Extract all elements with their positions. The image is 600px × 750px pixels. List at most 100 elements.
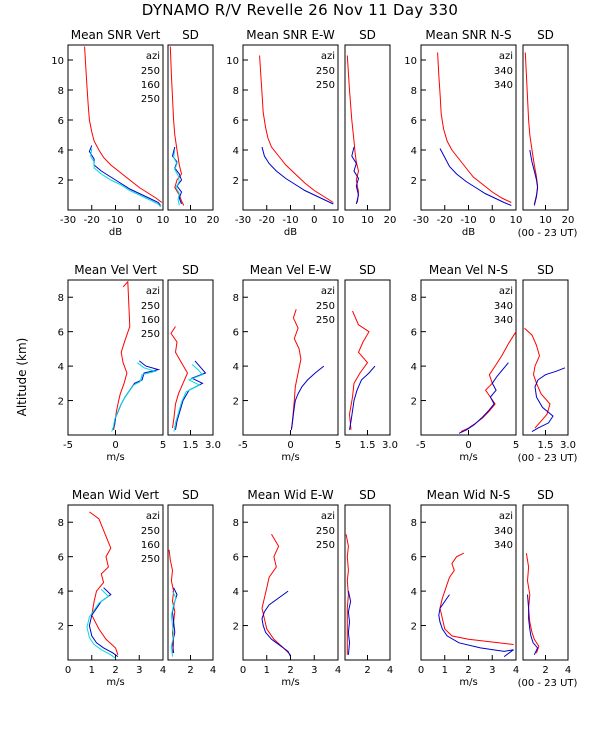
panel-1: Mean SNR Vert -30 -20 -10 0 10 2 4 6 8 10 dB azi 250 1… [51,28,169,238]
series-line-blue [349,365,376,430]
x-tick-label: 10 [510,215,523,226]
y-tick-label: 4 [233,146,239,157]
x-tick-label: 1 [264,665,270,676]
y-tick-label: 10 [404,56,417,67]
x-tick-label: 10 [361,215,374,226]
panel-frame [167,44,214,211]
y-tick-label: 2 [411,397,417,408]
legend-heading: azi [321,51,335,62]
legend-heading: azi [321,511,335,522]
legend-entry: 340 [494,540,513,551]
legend-heading: azi [499,51,513,62]
panel-title: SD [359,263,376,277]
y-tick-label: 2 [411,622,417,633]
y-tick-label: 6 [58,553,64,564]
panel-5: Mean SNR N-S -30 -20 -10 0 10 2 4 6 8 10 dB azi 340 34… [404,28,522,238]
legend-entry: 250 [141,94,160,105]
y-tick-label: 10 [226,56,239,67]
series-line-cyan [170,590,177,657]
x-tick-label: 3 [311,665,317,676]
x-tick-label: 4 [565,665,571,676]
y-tick-label: 6 [411,553,417,564]
series-line-red [524,52,539,205]
y-tick-label: 6 [58,116,64,127]
x-axis-label: dB [284,227,297,238]
x-tick-label: 20 [562,215,575,226]
x-tick-label: 4 [160,665,166,676]
y-tick-label: 4 [58,146,64,157]
panel-title: Mean Vel E-W [250,263,332,277]
y-tick-label: 2 [411,176,417,187]
x-tick-label: 0 [287,440,293,451]
panel-frame [344,504,391,661]
x-tick-label: 3.0 [560,440,576,451]
panel-6: SD 10 20 (00 - 23 UT) [518,28,578,239]
panel-title: Mean SNR Vert [71,28,161,42]
x-tick-label: 4 [210,665,216,676]
x-tick-label: 5 [160,440,166,451]
y-tick-label: 8 [58,86,64,97]
legend-entry: 250 [141,66,160,77]
x-tick-label: -20 [437,215,453,226]
series-line-blue [529,149,539,206]
x-tick-label: 10 [539,215,552,226]
panel-18: SD 2 4 (00 - 23 UT) [518,488,578,689]
series-line-blue [261,590,291,657]
panel-frame [344,279,391,436]
y-tick-label: 8 [233,518,239,529]
y-tick-label: 2 [58,622,64,633]
x-tick-label: 2 [112,665,118,676]
x-tick-label: -30 [60,215,76,226]
panel-7: Mean Vel Vert -5 0 5 2 4 6 8 m/s azi 250 160 250 [58,263,167,463]
panel-frame [522,279,569,436]
x-tick-label: 3 [489,665,495,676]
series-line-red [84,46,163,203]
panel-13: Mean Wid Vert 0 1 2 3 4 2 4 6 8 m/s azi 250 160 250 [58,488,167,688]
legend-entry: 250 [316,66,335,77]
series-line-red [525,553,540,654]
series-line-cyan [173,149,180,206]
panel-title: Mean Wid N-S [427,488,511,502]
series-line-blue [88,145,161,206]
series-line-blue [261,146,334,205]
y-tick-label: 4 [58,362,64,373]
y-tick-label: 6 [411,328,417,339]
series-line-red [437,52,512,203]
legend-heading: azi [146,511,160,522]
panel-title: Mean Vel N-S [429,263,508,277]
panel-title: SD [182,28,199,42]
series-line-red [168,549,176,654]
series-line-cyan [86,589,116,659]
legend-entry: 160 [141,315,160,326]
x-tick-label: -20 [84,215,100,226]
x-axis-label: dB [109,227,122,238]
panel-17: Mean Wid N-S 0 1 2 3 4 2 4 6 8 m/s azi 340 340 [411,488,520,688]
series-line-blue [458,362,509,434]
series-line-blue [527,594,539,656]
x-tick-label: 1 [442,665,448,676]
series-line-blue [347,590,352,655]
series-line-blue [531,367,566,433]
x-tick-label: -5 [238,440,248,451]
x-tick-label: 10 [157,215,170,226]
x-tick-label: 4 [335,665,341,676]
y-tick-label: 6 [233,116,239,127]
y-tick-label: 8 [58,518,64,529]
panel-16: SD 2 4 [344,488,393,676]
x-tick-label: 2 [287,665,293,676]
series-line-red [259,55,334,203]
series-line-cyan [173,364,204,432]
x-tick-label: -30 [235,215,251,226]
y-tick-label: 6 [411,116,417,127]
series-line-red [345,534,349,655]
time-range-label: (00 - 23 UT) [518,228,578,239]
panel-title: Mean Wid Vert [72,488,159,502]
x-tick-label: 1.5 [183,440,199,451]
x-tick-label: 0 [418,665,424,676]
series-line-cyan [90,148,161,208]
series-line-red [439,552,514,645]
x-tick-label: 4 [387,665,393,676]
y-tick-label: 4 [233,362,239,373]
y-tick-label: 8 [58,293,64,304]
x-tick-label: -5 [416,440,426,451]
